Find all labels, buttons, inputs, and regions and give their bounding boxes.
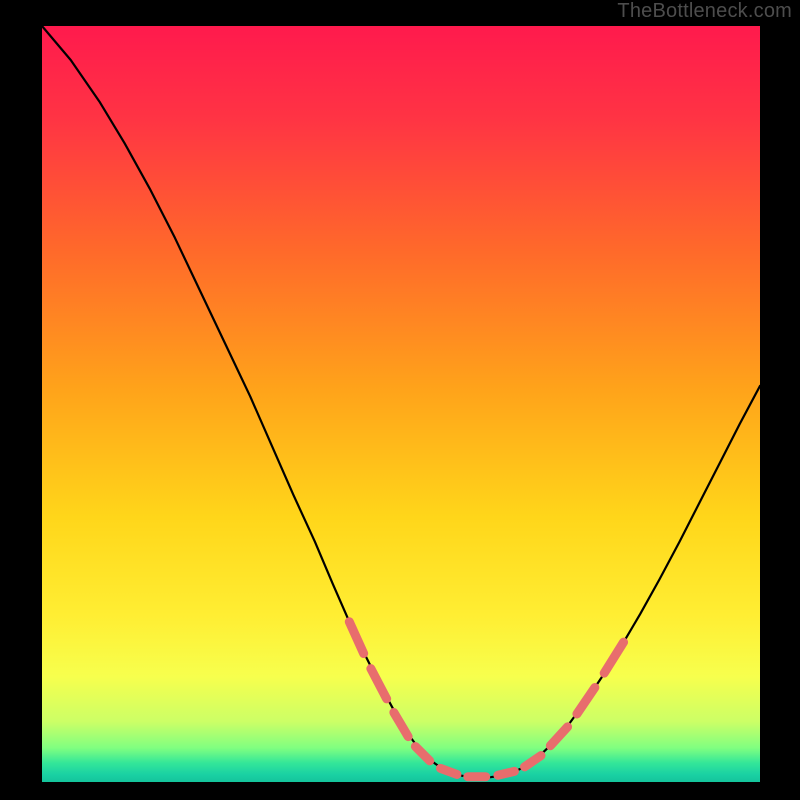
plot-area — [42, 26, 760, 782]
optimal-range-dashes — [42, 26, 760, 782]
canvas: TheBottleneck.com — [0, 0, 800, 800]
watermark-text: TheBottleneck.com — [617, 0, 792, 23]
